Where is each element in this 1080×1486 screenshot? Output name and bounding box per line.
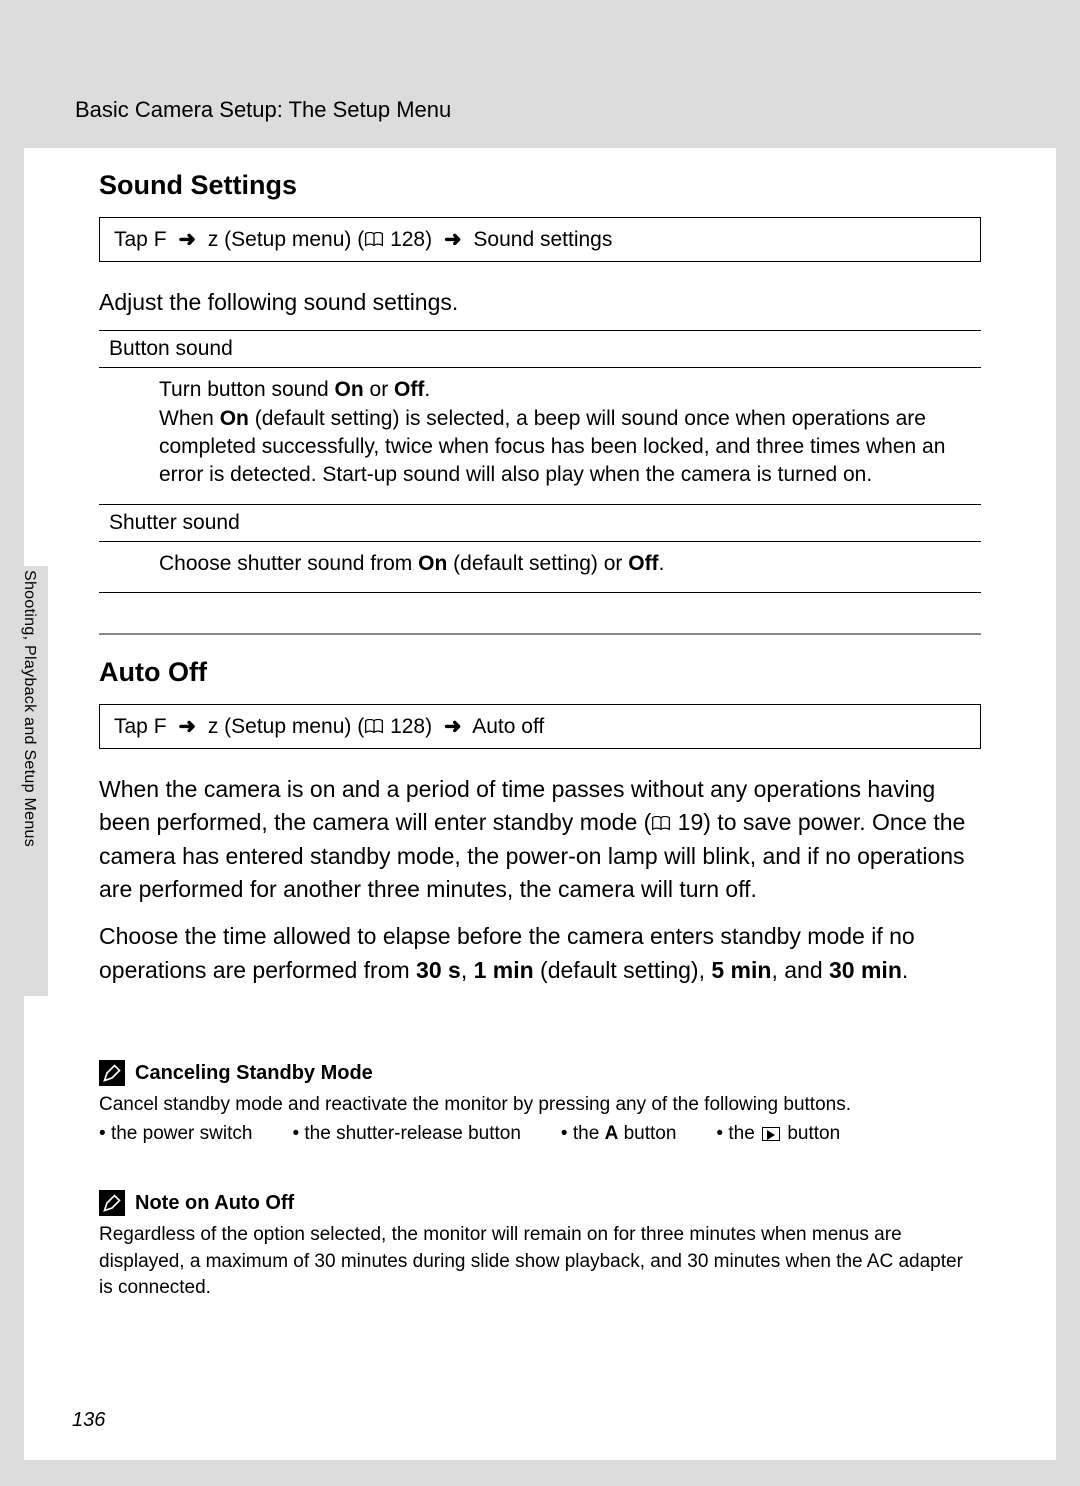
- sound-options-table: Button sound Turn button sound On or Off…: [99, 330, 981, 593]
- shutter-sound-head: Shutter sound: [99, 504, 981, 541]
- bullet-power-switch: the power switch: [99, 1123, 252, 1145]
- bullet-a-button: the A button: [561, 1123, 676, 1145]
- breadcrumb: Basic Camera Setup: The Setup Menu: [75, 97, 451, 123]
- autooff-para2: Choose the time allowed to elapse before…: [99, 920, 981, 987]
- note-title: Note on Auto Off: [135, 1192, 294, 1215]
- pencil-icon: [99, 1190, 125, 1216]
- manual-page: Basic Camera Setup: The Setup Menu Shoot…: [24, 30, 1056, 1460]
- pencil-icon: [99, 1060, 125, 1086]
- arrow-icon: ➜: [178, 715, 196, 738]
- nav-dest: Sound settings: [473, 228, 612, 251]
- note-title: Canceling Standby Mode: [135, 1062, 373, 1085]
- nav-setup: z (Setup menu) (: [208, 228, 364, 251]
- nav-tap: Tap F: [114, 715, 167, 738]
- note-head: Canceling Standby Mode: [99, 1060, 981, 1086]
- arrow-icon: ➜: [178, 228, 196, 251]
- arrow-icon: ➜: [444, 715, 462, 738]
- nav-tap: Tap F: [114, 228, 167, 251]
- autooff-nav-path: Tap F ➜ z (Setup menu) ( 128) ➜ Auto off: [99, 704, 981, 749]
- nav-dest: Auto off: [472, 715, 544, 738]
- button-sound-head: Button sound: [99, 331, 981, 368]
- playback-icon: [762, 1127, 780, 1141]
- sound-intro: Adjust the following sound settings.: [99, 286, 981, 318]
- autooff-para1: When the camera is on and a period of ti…: [99, 773, 981, 906]
- bullet-play-button: the button: [716, 1123, 840, 1145]
- shutter-sound-body: Choose shutter sound from On (default se…: [99, 541, 981, 592]
- header-band: Basic Camera Setup: The Setup Menu: [0, 30, 1080, 148]
- nav-pageref: 128): [384, 228, 432, 251]
- note-canceling-standby: Canceling Standby Mode Cancel standby mo…: [99, 1060, 981, 1145]
- note-body: Cancel standby mode and reactivate the m…: [99, 1092, 981, 1119]
- book-icon: [651, 816, 671, 831]
- nav-setup: z (Setup menu) (: [208, 715, 364, 738]
- note-bullets: the power switch the shutter-release but…: [99, 1123, 981, 1145]
- book-icon: [364, 719, 384, 734]
- content-area: Sound Settings Tap F ➜ z (Setup menu) ( …: [24, 148, 1056, 1001]
- section-divider: [99, 633, 981, 635]
- note-body: Regardless of the option selected, the m…: [99, 1222, 981, 1302]
- sound-nav-path: Tap F ➜ z (Setup menu) ( 128) ➜ Sound se…: [99, 217, 981, 262]
- sound-settings-title: Sound Settings: [99, 170, 981, 201]
- book-icon: [364, 232, 384, 247]
- arrow-icon: ➜: [444, 228, 462, 251]
- note-head: Note on Auto Off: [99, 1190, 981, 1216]
- note-auto-off: Note on Auto Off Regardless of the optio…: [99, 1190, 981, 1302]
- page-number: 136: [72, 1409, 105, 1432]
- bullet-shutter-release: the shutter-release button: [292, 1123, 520, 1145]
- nav-pageref: 128): [384, 715, 432, 738]
- button-sound-body: Turn button sound On or Off. When On (de…: [99, 368, 981, 504]
- auto-off-title: Auto Off: [99, 657, 981, 688]
